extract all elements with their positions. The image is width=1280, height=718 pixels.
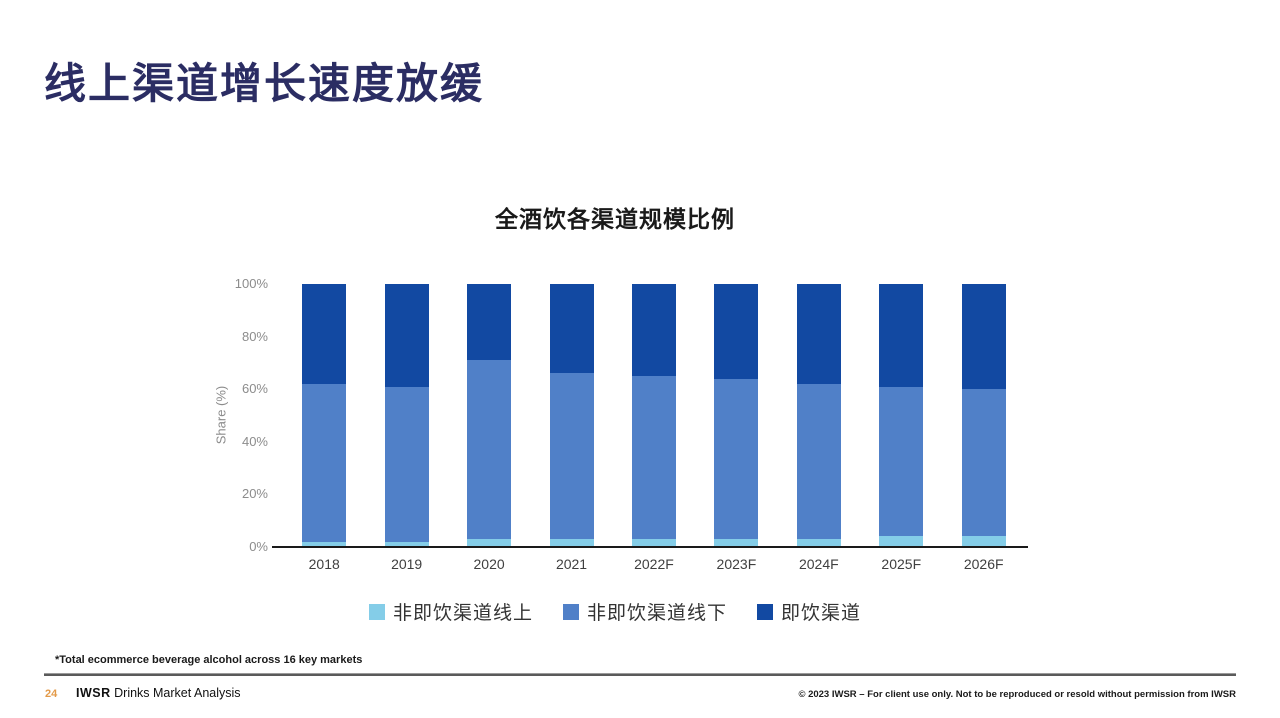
stacked-bar [714,284,759,547]
x-tick-label: 2026F [963,556,1004,572]
slide-title: 线上渠道增长速度放缓 [44,60,485,107]
bar-segment [549,284,594,374]
bar-segment [302,383,347,542]
y-tick-label: 0% [249,539,268,554]
bar-segment [714,284,759,379]
bar-segment [631,284,676,377]
divider-line [44,673,1236,676]
bar-2025F [860,284,942,547]
stacked-bar [631,284,676,547]
stacked-bar [384,284,429,547]
bar-segment [714,539,759,547]
footnote: *Total ecommerce beverage alcohol across… [55,654,363,666]
x-axis-labels: 2018 2019 2020 2021 2022F 2023F 2024F 2025F 2026… [283,556,1025,572]
brand-tagline: Drinks Market Analysis [114,686,241,700]
y-tick-label: 100% [234,276,268,291]
bar-segment [796,539,841,547]
bar-segment [961,536,1006,547]
legend-label: 非即饮渠道线上 [392,603,533,624]
legend-item: 非即饮渠道线下 [562,598,727,625]
x-tick-label: 2020 [473,556,505,572]
stacked-bar [549,284,594,547]
bar-2021 [530,284,612,547]
brand-iwsr: IWSR [76,686,111,700]
x-tick-label: 2025F [881,556,922,572]
stacked-bar [796,284,841,547]
bar-segment [467,284,512,361]
bar-2022F [613,284,695,547]
stacked-bar [961,284,1006,547]
stacked-bar [467,284,512,547]
x-tick-label: 2019 [391,556,423,572]
chart-title: 全酒饮各渠道规模比例 [495,206,735,232]
bar-2023F [695,284,777,547]
x-tick-label: 2023F [716,556,757,572]
bar-segment [384,541,429,547]
y-tick-label: 80% [241,328,268,344]
legend-item: 即饮渠道 [757,598,861,625]
page-number: 24 [45,688,58,700]
y-tick-label: 20% [241,486,268,502]
legend-label: 非即饮渠道线下 [586,603,727,624]
brand: IWSR Drinks Market Analysis [76,686,241,700]
legend-marker-icon [562,603,579,620]
legend-marker-icon [368,603,385,620]
bar-2020 [448,284,530,547]
legend-label: 即饮渠道 [781,603,862,624]
legend-marker-icon [757,603,773,620]
bar-segment [714,378,759,540]
footer: 24 IWSR Drinks Market Analysis © 2023 IW… [0,686,1280,706]
y-tick-label: 40% [241,433,268,449]
bar-segment [467,539,512,547]
x-tick-label: 2021 [555,556,588,572]
legend-item: 非即饮渠道线上 [368,598,533,625]
x-tick-label: 2024F [798,556,839,572]
bar-segment [796,284,841,384]
x-axis-line [272,546,1028,548]
bar-segment [302,284,347,384]
bar-segment [961,284,1006,390]
x-tick-label: 2018 [308,556,340,572]
bar-segment [467,360,512,540]
bar-segment [879,386,924,537]
bar-2019 [365,284,447,547]
copyright: © 2023 IWSR – For client use only. Not t… [798,689,1236,700]
bar-segment [384,386,429,542]
plot-area [283,284,1025,547]
bar-2024F [778,284,860,547]
bar-segment [549,373,594,540]
bar-segment [796,383,841,540]
bar-segment [384,284,429,387]
bar-segment [302,541,347,547]
bar-segment [631,539,676,547]
legend: 非即饮渠道线上 非即饮渠道线下 即饮渠道 [244,598,986,625]
y-tick-label: 60% [241,381,268,397]
stacked-bar [879,284,924,547]
bar-segment [549,539,594,547]
stacked-bar [302,284,347,547]
bar-segment [879,536,924,547]
bar-2026F [943,284,1025,547]
bar-segment [879,284,924,387]
x-tick-label: 2022F [634,556,674,572]
bar-segment [631,376,676,540]
bar-segment [961,389,1006,537]
bar-2018 [283,284,365,547]
